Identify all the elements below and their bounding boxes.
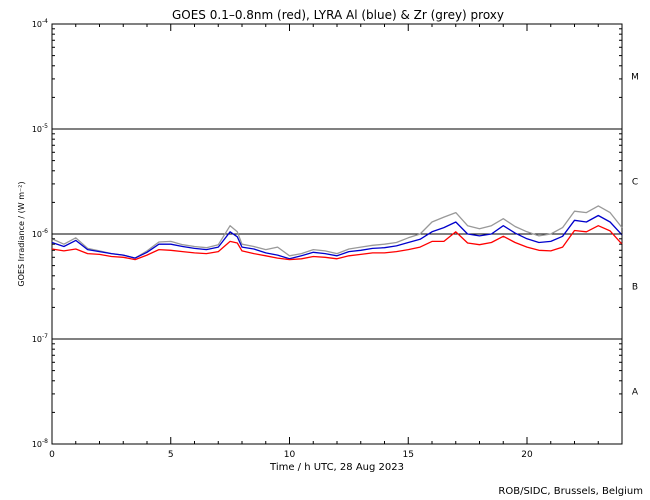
x-tick-label-3: 15	[403, 450, 414, 460]
y-tick-label-3: 10-5	[32, 123, 48, 134]
flare-class-label-c: C	[632, 178, 638, 188]
y-tick-label-1: 10-7	[32, 333, 48, 344]
series-line-2	[51, 205, 623, 259]
series-line-0	[51, 225, 623, 261]
x-tick-label-0: 0	[49, 450, 55, 460]
x-tick-label-1: 5	[168, 450, 174, 460]
x-tick-label-2: 10	[284, 450, 296, 460]
flare-class-label-b: B	[632, 283, 638, 293]
chart-title: GOES 0.1–0.8nm (red), LYRA Al (blue) & Z…	[172, 8, 504, 22]
y-tick-label-2: 10-6	[32, 228, 48, 239]
flare-class-label-a: A	[632, 388, 639, 398]
credit-label: ROB/SIDC, Brussels, Belgium	[498, 486, 643, 497]
y-tick-label-0: 10-8	[32, 438, 48, 449]
y-tick-label-4: 10-4	[32, 18, 48, 29]
flare-class-label-m: M	[631, 73, 639, 83]
y-axis-label: GOES Irradiance / (W m⁻²)	[17, 181, 26, 286]
x-tick-label-4: 20	[521, 450, 533, 460]
x-axis-label: Time / h UTC, 28 Aug 2023	[269, 462, 404, 473]
series-line-1	[51, 214, 623, 260]
